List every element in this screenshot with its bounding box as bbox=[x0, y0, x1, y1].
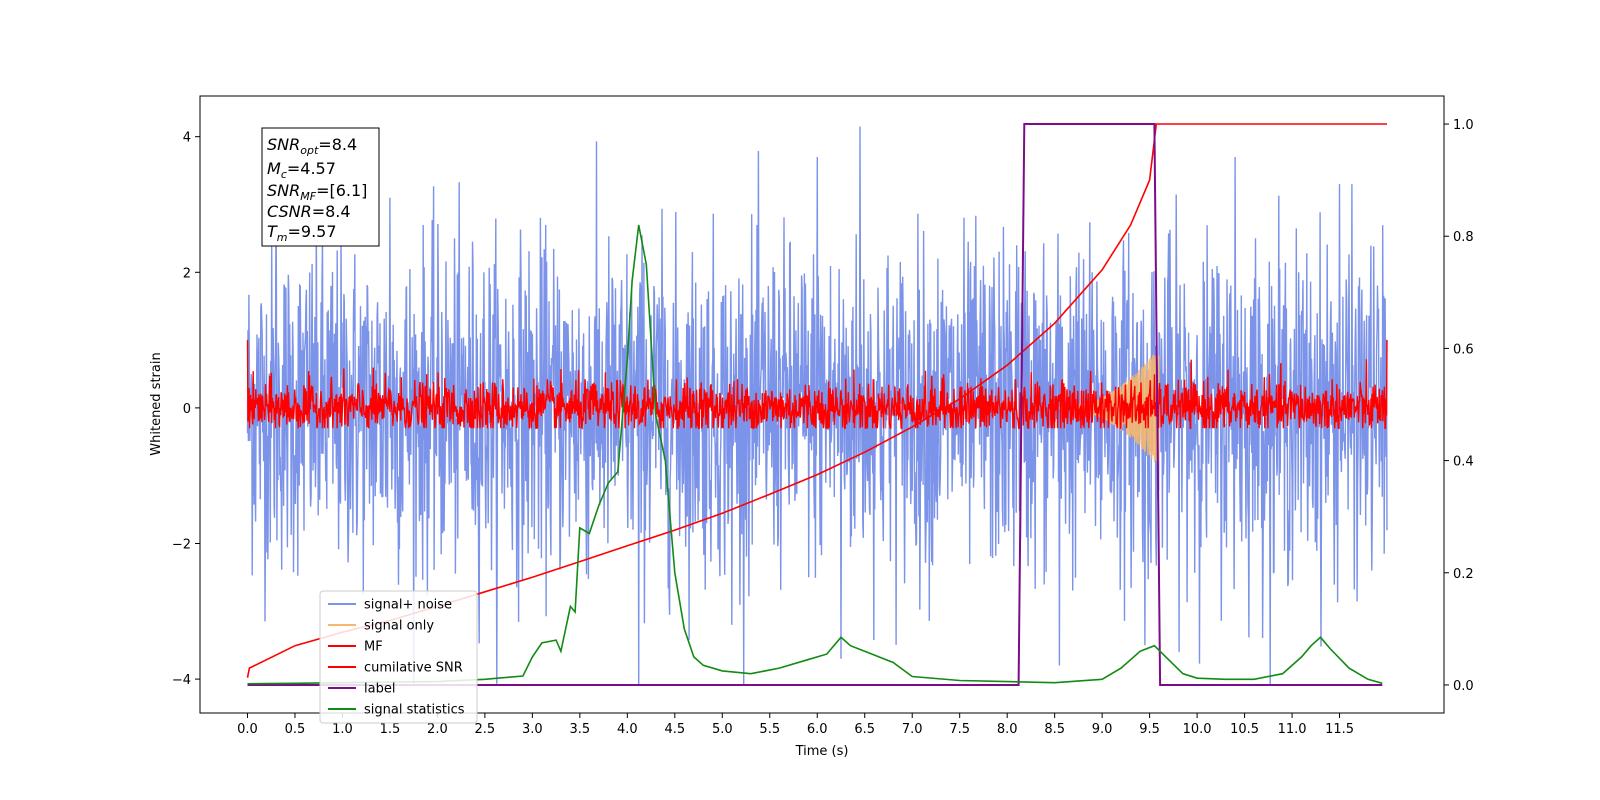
x-tick-label: 7.5 bbox=[949, 722, 970, 737]
y-tick-label: 4 bbox=[183, 131, 191, 146]
axes-layer: 0.0 0.5 1.0 1.5 2.0 2.5 3.0 3.5 4.0 4.5 5.0 5.5 6.0 6… bbox=[172, 118, 1474, 737]
x-tick-label: 5.0 bbox=[712, 722, 733, 737]
y-tick-label: 0 bbox=[183, 402, 191, 417]
x-tick-label: 4.5 bbox=[664, 722, 685, 737]
plot-frame bbox=[199, 95, 1445, 714]
legend-label: label bbox=[364, 682, 395, 697]
legend-frame bbox=[319, 590, 478, 724]
info-snr-opt: SNRopt=8.4 bbox=[267, 135, 357, 157]
y2-tick-label: 1.0 bbox=[1453, 118, 1474, 133]
legend-label: signal+ noise bbox=[364, 598, 452, 613]
y2-tick-label: 0.2 bbox=[1453, 567, 1474, 582]
x-tick-label: 10.5 bbox=[1230, 722, 1259, 737]
x-tick-label: 10.0 bbox=[1183, 722, 1212, 737]
series-label-line bbox=[247, 123, 1383, 686]
info-snr-mf: SNRMF=[6.1] bbox=[267, 181, 367, 203]
info-box-frame bbox=[261, 127, 380, 247]
x-tick-label: 3.0 bbox=[522, 722, 543, 737]
y-axis-label: Whitened strain bbox=[149, 352, 164, 455]
x-tick-label: 1.5 bbox=[380, 722, 401, 737]
x-tick-label: 6.5 bbox=[854, 722, 875, 737]
info-tm: Tm=9.57 bbox=[267, 222, 337, 244]
y2-tick-label: 0.0 bbox=[1453, 679, 1474, 694]
x-tick-label: 9.5 bbox=[1139, 722, 1160, 737]
x-tick-label: 2.5 bbox=[475, 722, 496, 737]
x-tick-label: 8.5 bbox=[1044, 722, 1065, 737]
legend-label: signal statistics bbox=[364, 703, 465, 718]
x-tick-label: 3.5 bbox=[570, 722, 591, 737]
x-tick-label: 4.0 bbox=[617, 722, 638, 737]
y-tick-label: 2 bbox=[183, 266, 191, 281]
legend-label: MF bbox=[364, 640, 383, 655]
x-tick-label: 6.0 bbox=[807, 722, 828, 737]
info-box: SNRopt=8.4 Mc=4.57 SNRMF=[6.1] CSNR=8.4 … bbox=[261, 127, 380, 247]
x-tick-label: 9.0 bbox=[1092, 722, 1113, 737]
info-csnr: CSNR=8.4 bbox=[267, 202, 351, 221]
x-tick-label: 8.0 bbox=[997, 722, 1018, 737]
x-tick-label: 0.0 bbox=[237, 722, 258, 737]
x-tick-label: 11.5 bbox=[1325, 722, 1354, 737]
info-mc: Mc=4.57 bbox=[267, 159, 336, 181]
y2-tick-label: 0.6 bbox=[1453, 342, 1474, 357]
x-tick-label: 5.5 bbox=[759, 722, 780, 737]
x-tick-label: 2.0 bbox=[427, 722, 448, 737]
y-tick-label: −4 bbox=[172, 673, 191, 688]
legend-label: cumilative SNR bbox=[364, 661, 463, 676]
legend: signal+ noise signal only MF cumilative SNR… bbox=[319, 590, 478, 724]
y2-tick-label: 0.4 bbox=[1453, 455, 1474, 470]
x-tick-label: 0.5 bbox=[285, 722, 306, 737]
x-tick-label: 11.0 bbox=[1278, 722, 1307, 737]
x-tick-label: 7.0 bbox=[902, 722, 923, 737]
series-signal-statistics-line bbox=[247, 224, 1383, 685]
legend-label: signal only bbox=[364, 619, 434, 634]
y2-tick-label: 0.8 bbox=[1453, 230, 1474, 245]
series-mf-line bbox=[246, 340, 1388, 430]
y-tick-label: −2 bbox=[172, 537, 191, 552]
x-tick-label: 1.0 bbox=[332, 722, 353, 737]
x-axis-label: Time (s) bbox=[795, 744, 849, 759]
